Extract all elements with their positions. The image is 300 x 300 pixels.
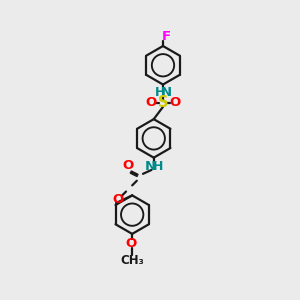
Text: O: O bbox=[146, 97, 157, 110]
Text: N: N bbox=[160, 86, 172, 100]
Text: O: O bbox=[122, 159, 133, 172]
Text: F: F bbox=[161, 30, 171, 43]
Text: H: H bbox=[152, 160, 163, 172]
Text: N: N bbox=[145, 160, 156, 172]
Text: O: O bbox=[169, 97, 180, 110]
Text: O: O bbox=[126, 237, 137, 250]
Text: CH₃: CH₃ bbox=[120, 254, 144, 267]
Text: H: H bbox=[155, 86, 165, 100]
Text: S: S bbox=[158, 95, 168, 110]
Text: O: O bbox=[113, 193, 124, 206]
